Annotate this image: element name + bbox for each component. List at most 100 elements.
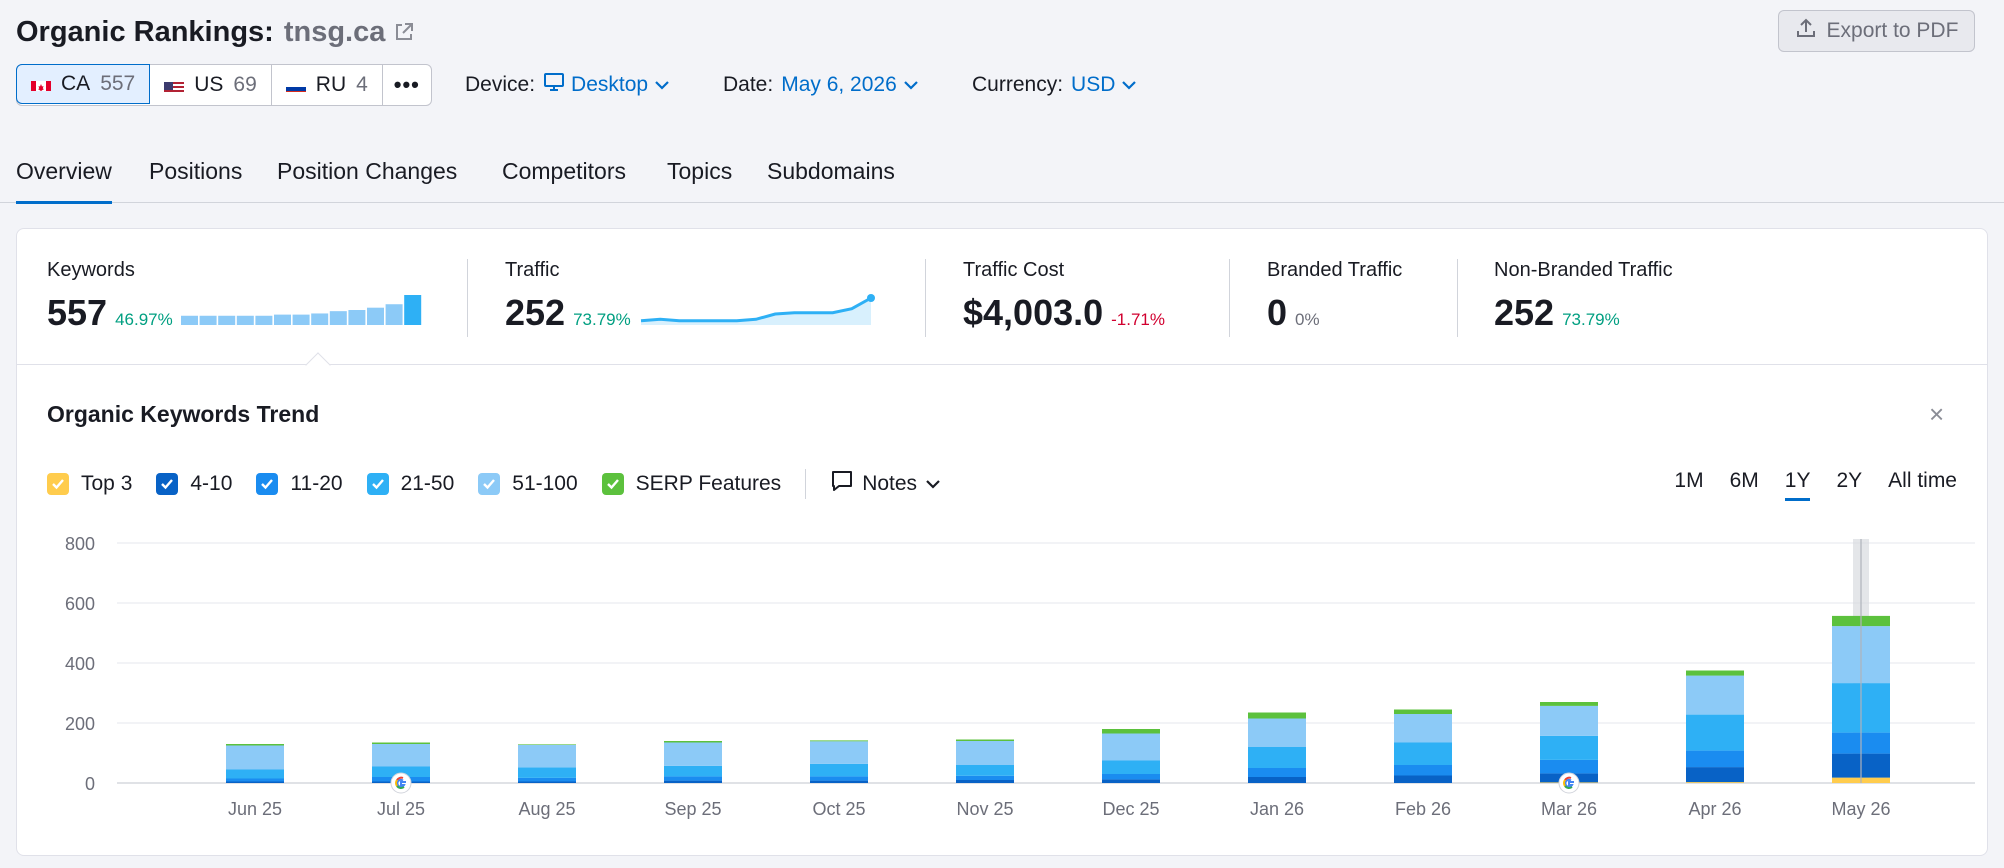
- tab-competitors[interactable]: Competitors: [502, 158, 626, 184]
- bar-segment[interactable]: [1394, 714, 1452, 743]
- range-2y[interactable]: 2Y: [1836, 469, 1863, 492]
- bar-segment[interactable]: [810, 780, 868, 783]
- bar-segment[interactable]: [1102, 774, 1160, 780]
- bar-segment[interactable]: [518, 777, 576, 782]
- tab-positions[interactable]: Positions: [149, 158, 243, 184]
- bar-segment[interactable]: [1394, 775, 1452, 784]
- currency-selector[interactable]: Currency: USD: [972, 68, 1137, 102]
- bar-stack[interactable]: [1540, 702, 1598, 783]
- tab-position-changes[interactable]: Position Changes: [277, 158, 458, 184]
- db-ru-button[interactable]: RU 4: [272, 65, 383, 105]
- bar-segment[interactable]: [226, 778, 284, 782]
- more-databases-button[interactable]: •••: [393, 72, 420, 97]
- bar-segment[interactable]: [664, 742, 722, 766]
- bar-segment[interactable]: [372, 766, 430, 778]
- bar-segment[interactable]: [226, 781, 284, 784]
- checkbox-icon[interactable]: [256, 473, 279, 495]
- tab-overview[interactable]: Overview: [16, 158, 112, 204]
- external-link-icon[interactable]: [393, 21, 415, 43]
- range-1m[interactable]: 1M: [1674, 469, 1704, 492]
- bar-segment[interactable]: [372, 744, 430, 767]
- bar-segment[interactable]: [1686, 675, 1744, 715]
- bar-segment[interactable]: [956, 780, 1014, 783]
- bar-segment[interactable]: [1248, 718, 1306, 748]
- bar-segment[interactable]: [810, 763, 868, 777]
- tab-topics[interactable]: Topics: [667, 158, 733, 184]
- checkbox-icon[interactable]: [156, 473, 179, 495]
- bar-segment[interactable]: [810, 741, 868, 764]
- legend-top-3[interactable]: Top 3: [47, 472, 132, 496]
- bar-segment[interactable]: [1102, 733, 1160, 761]
- legend-21-50[interactable]: 21-50: [366, 472, 454, 496]
- bar-segment[interactable]: [518, 767, 576, 778]
- bar-stack[interactable]: [1248, 712, 1306, 784]
- bar-stack[interactable]: [1686, 670, 1744, 784]
- bar-segment[interactable]: [664, 780, 722, 783]
- bar-segment[interactable]: [956, 775, 1014, 780]
- bar-segment[interactable]: [372, 742, 430, 745]
- bar-stack[interactable]: [1102, 729, 1160, 783]
- bar-stack[interactable]: [226, 744, 284, 783]
- db-ca-button[interactable]: CA 557: [16, 64, 151, 104]
- bar-segment[interactable]: [1248, 712, 1306, 719]
- kpi-traffic-cost[interactable]: Traffic Cost $4,003.0 -1.71%: [963, 259, 1165, 334]
- legend-51-100[interactable]: 51-100: [478, 472, 578, 496]
- bar-segment[interactable]: [810, 740, 868, 742]
- bar-segment[interactable]: [1394, 709, 1452, 715]
- bar-segment[interactable]: [1686, 750, 1744, 768]
- bar-segment[interactable]: [956, 739, 1014, 742]
- bar-segment[interactable]: [1686, 767, 1744, 783]
- bar-segment[interactable]: [226, 745, 284, 770]
- bar-segment[interactable]: [518, 744, 576, 768]
- bar-segment[interactable]: [1540, 705, 1598, 736]
- checkbox-icon[interactable]: [47, 473, 69, 495]
- bar-stack[interactable]: [1394, 709, 1452, 784]
- kpi-branded-traffic[interactable]: Branded Traffic 0 0%: [1267, 259, 1402, 334]
- bar-segment[interactable]: [1394, 742, 1452, 766]
- bar-segment[interactable]: [518, 781, 576, 784]
- legend-11-20[interactable]: 11-20: [256, 472, 343, 496]
- export-pdf-button[interactable]: Export to PDF: [1778, 10, 1975, 52]
- bar-segment[interactable]: [664, 776, 722, 781]
- bar-segment[interactable]: [664, 765, 722, 777]
- notes-dropdown[interactable]: Notes: [830, 469, 941, 499]
- bar-segment[interactable]: [1686, 714, 1744, 751]
- checkbox-icon[interactable]: [601, 473, 624, 495]
- bar-stack[interactable]: [664, 741, 722, 783]
- bar-segment[interactable]: [956, 765, 1014, 776]
- range-1y[interactable]: 1Y: [1784, 469, 1811, 501]
- bar-segment[interactable]: [226, 769, 284, 779]
- bar-stack[interactable]: [956, 739, 1014, 784]
- db-us-button[interactable]: US 69: [150, 65, 272, 105]
- bar-segment[interactable]: [664, 741, 722, 743]
- bar-segment[interactable]: [226, 744, 284, 746]
- bar-segment[interactable]: [1394, 765, 1452, 776]
- kpi-non-branded-traffic[interactable]: Non-Branded Traffic 252 73.79%: [1494, 259, 1673, 334]
- legend-4-10[interactable]: 4-10: [156, 472, 232, 496]
- bar-stack[interactable]: [518, 744, 576, 783]
- bar-segment[interactable]: [1248, 777, 1306, 783]
- bar-segment[interactable]: [1540, 759, 1598, 774]
- checkbox-icon[interactable]: [478, 473, 501, 495]
- legend-serp-features[interactable]: SERP Features: [601, 472, 781, 496]
- date-selector[interactable]: Date: May 6, 2026: [723, 68, 919, 102]
- bar-segment[interactable]: [1686, 670, 1744, 676]
- google-update-icon[interactable]: [390, 772, 412, 794]
- device-selector[interactable]: Device: Desktop: [465, 68, 670, 102]
- domain-name[interactable]: tnsg.ca: [283, 15, 386, 48]
- bar-segment[interactable]: [518, 744, 576, 745]
- bar-segment[interactable]: [1102, 779, 1160, 783]
- kpi-keywords[interactable]: Keywords 557 46.97%: [47, 259, 423, 334]
- bar-segment[interactable]: [1686, 782, 1744, 783]
- close-icon[interactable]: ×: [1929, 399, 1945, 429]
- tab-subdomains[interactable]: Subdomains: [767, 158, 895, 184]
- google-update-icon[interactable]: [1558, 772, 1580, 794]
- keywords-trend-chart[interactable]: 0 200 400 600 800 Jun 25 Jul 25 Aug 25 Sep 25 Oct…: [47, 529, 1977, 839]
- bar-segment[interactable]: [810, 776, 868, 781]
- bar-segment[interactable]: [1248, 768, 1306, 777]
- bar-segment[interactable]: [1540, 702, 1598, 706]
- range-all-time[interactable]: All time: [1888, 469, 1957, 492]
- bar-segment[interactable]: [1540, 735, 1598, 760]
- checkbox-icon[interactable]: [366, 473, 389, 495]
- kpi-traffic[interactable]: Traffic 252 73.79%: [505, 259, 881, 334]
